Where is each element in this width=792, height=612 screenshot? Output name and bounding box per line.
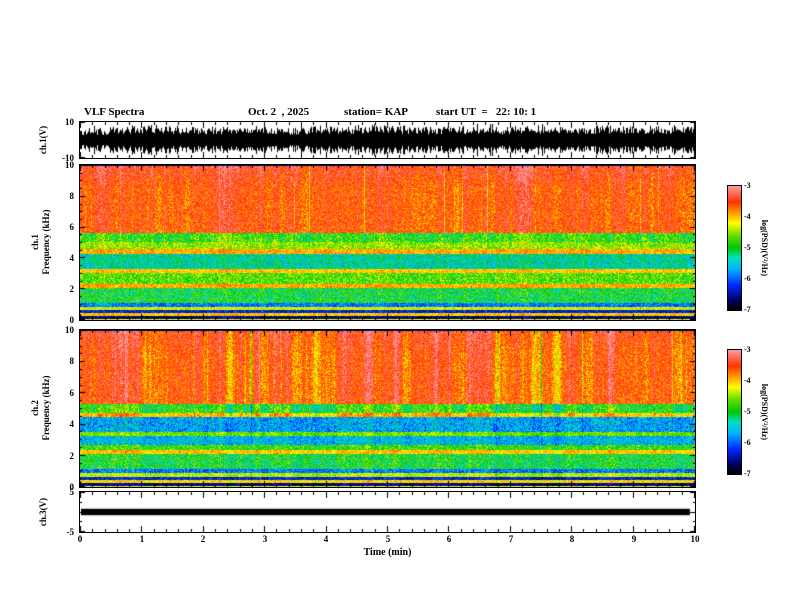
x-tick-label: 1 bbox=[130, 534, 154, 544]
ch3-waveform-plot bbox=[79, 491, 696, 533]
y-tick-label: 0 bbox=[52, 315, 74, 325]
colorbar-ch2 bbox=[727, 349, 742, 475]
y-tick-label: 2 bbox=[52, 451, 74, 461]
y-tick-label: 2 bbox=[52, 284, 74, 294]
x-tick-label: 2 bbox=[191, 534, 215, 544]
y-tick-label: 10 bbox=[52, 117, 74, 127]
x-tick-label: 5 bbox=[376, 534, 400, 544]
y-tick-label: 4 bbox=[52, 419, 74, 429]
y-tick-label: 8 bbox=[52, 356, 74, 366]
x-tick-label: 6 bbox=[437, 534, 461, 544]
colorbar-ch2-axis-label: log(PSD)(V²/Hz) bbox=[757, 342, 769, 482]
y-tick-label: 6 bbox=[52, 388, 74, 398]
x-tick-label: 0 bbox=[68, 534, 92, 544]
colorbar-ch1 bbox=[727, 185, 742, 311]
ch1-waveform-plot bbox=[79, 121, 696, 159]
x-tick-label: 10 bbox=[683, 534, 707, 544]
x-tick-label: 8 bbox=[560, 534, 584, 544]
date-label: Oct. 2 , 2025 bbox=[248, 106, 309, 119]
ch1-channel-label: ch.1 bbox=[30, 162, 41, 322]
ch1-spec-axis-label: ch.1 Frequency (kHz) bbox=[30, 162, 52, 322]
x-tick-label: 3 bbox=[253, 534, 277, 544]
y-tick-label: 10 bbox=[52, 325, 74, 335]
ch3-wave-axis-label: ch.3(V) bbox=[38, 452, 50, 572]
page-title: VLF Spectra bbox=[84, 106, 144, 119]
y-tick-label: 5 bbox=[52, 487, 74, 497]
x-tick-label: 9 bbox=[622, 534, 646, 544]
colorbar-ch1-axis-label: log(PSD)(V²/Hz) bbox=[757, 178, 769, 318]
y-tick-label: 4 bbox=[52, 253, 74, 263]
x-tick-label: 4 bbox=[314, 534, 338, 544]
y-tick-label: 10 bbox=[52, 160, 74, 170]
y-tick-label: 6 bbox=[52, 222, 74, 232]
station-label: station= KAP bbox=[344, 106, 408, 119]
vlf-spectra-figure: VLF Spectra Oct. 2 , 2025 station= KAP s… bbox=[0, 0, 792, 612]
x-tick-label: 7 bbox=[499, 534, 523, 544]
ch1-spectrogram-plot bbox=[79, 164, 696, 321]
ch2-spectrogram-plot bbox=[79, 329, 696, 488]
start-ut-label: start UT = 22: 10: 1 bbox=[436, 106, 536, 119]
y-tick-label: 8 bbox=[52, 191, 74, 201]
x-axis-label: Time (min) bbox=[327, 547, 448, 558]
ch1-frequency-label: Frequency (kHz) bbox=[41, 162, 52, 322]
